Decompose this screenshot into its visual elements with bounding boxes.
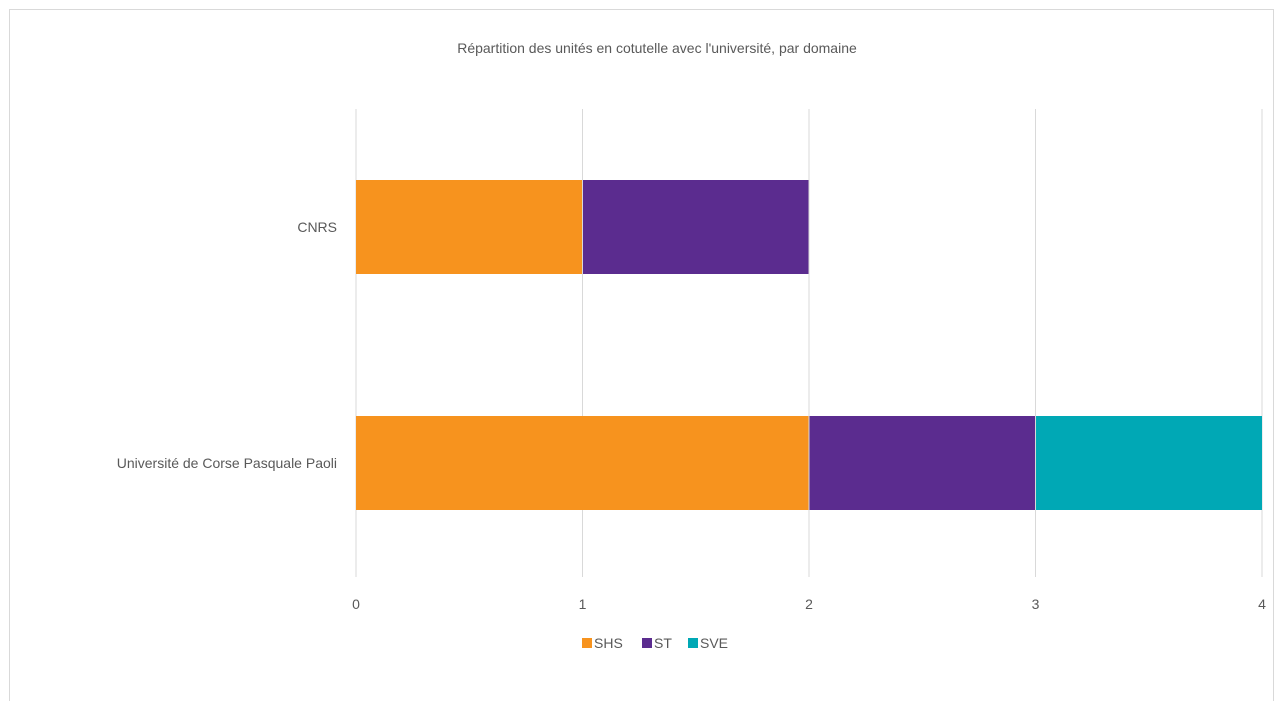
bar-shs-0: [356, 180, 583, 274]
legend: SHS ST SVE: [582, 635, 728, 651]
bar-shs-1: [356, 416, 809, 510]
chart-title: Répartition des unités en cotutelle avec…: [457, 40, 857, 56]
legend-swatch-sve: [688, 638, 698, 648]
chart-svg: Répartition des unités en cotutelle avec…: [117, 40, 1266, 651]
category-label: Université de Corse Pasquale Paoli: [117, 455, 337, 471]
x-tick-label: 4: [1258, 596, 1266, 612]
x-tick-label: 0: [352, 596, 360, 612]
x-tick-label: 3: [1032, 596, 1040, 612]
chart-frame: Répartition des unités en cotutelle avec…: [9, 9, 1274, 701]
category-labels: CNRS Université de Corse Pasquale Paoli: [117, 219, 337, 471]
bar-sve-1: [1035, 416, 1262, 510]
legend-label: SHS: [594, 635, 623, 651]
bar-st-1: [809, 416, 1036, 510]
x-tick-label: 2: [805, 596, 813, 612]
legend-label: SVE: [700, 635, 728, 651]
bar-st-0: [582, 180, 809, 274]
category-label: CNRS: [297, 219, 337, 235]
x-tick-label: 1: [579, 596, 587, 612]
legend-label: ST: [654, 635, 672, 651]
bars: [356, 180, 1262, 510]
legend-swatch-shs: [582, 638, 592, 648]
x-tick-labels: 0 1 2 3 4: [352, 596, 1266, 612]
legend-swatch-st: [642, 638, 652, 648]
